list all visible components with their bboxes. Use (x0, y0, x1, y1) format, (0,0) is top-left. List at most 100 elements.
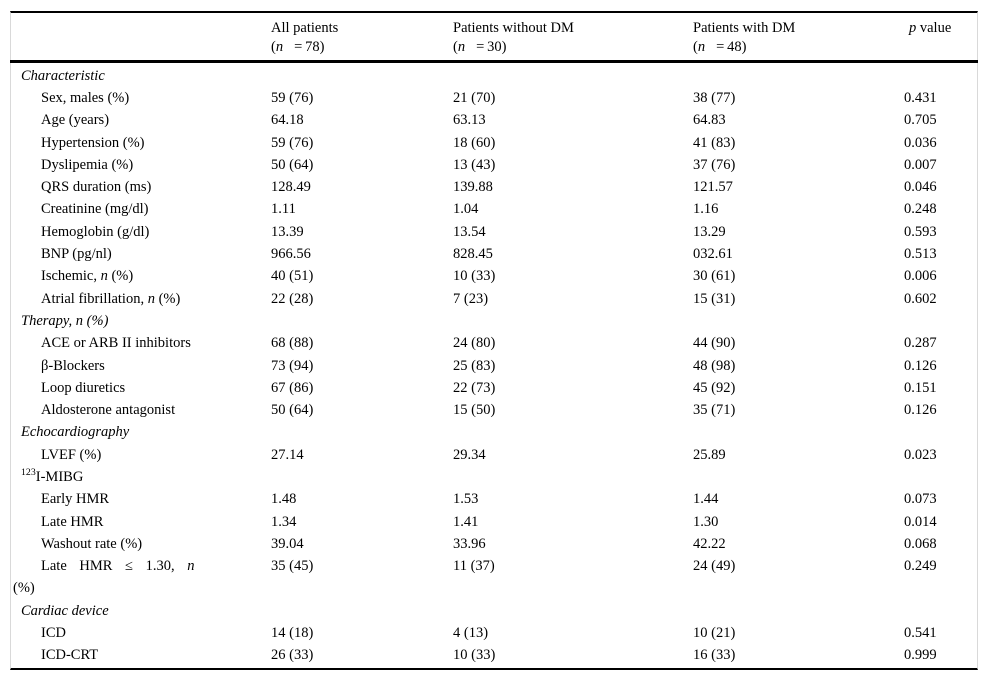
table-row: Therapy, n (%) (11, 310, 977, 332)
cell-all-patients: 13.39 (271, 223, 304, 240)
cell-with-dm: 15 (31) (693, 290, 736, 307)
cell-without-dm: 18 (60) (453, 134, 496, 151)
table-row: Late HMR 1.34 1.41 1.30 0.014 (11, 511, 977, 533)
patient-characteristics-table: All patients (n = 78) Patients without DM (n… (10, 11, 978, 670)
cell-without-dm: 139.88 (453, 179, 493, 196)
cell-without-dm: 7 (23) (453, 290, 489, 307)
cell-p-value: 0.287 (904, 335, 937, 352)
cell-all-patients: 22 (28) (271, 290, 314, 307)
table-row: Dyslipemia (%) 50 (64) 13 (43) 37 (76) 0.007 (11, 154, 977, 176)
row-label: ICD (41, 625, 66, 642)
cell-without-dm: 1.53 (453, 491, 479, 508)
cell-all-patients: 35 (45) (271, 558, 314, 575)
cell-p-value: 0.999 (904, 647, 937, 664)
isotope-superscript: 123 (21, 466, 36, 478)
table-row: QRS duration (ms) 128.49 139.88 121.57 0.046 (11, 176, 977, 198)
cell-with-dm: 38 (77) (693, 89, 736, 106)
column-header-all-patients: All patients (n = 78) (271, 19, 453, 66)
cell-p-value: 0.006 (904, 268, 937, 285)
cell-p-value: 0.126 (904, 402, 937, 419)
cell-without-dm: 13 (43) (453, 156, 496, 173)
table-row: Hemoglobin (g/dl) 13.39 13.54 13.29 0.593 (11, 221, 977, 243)
cell-all-patients: 67 (86) (271, 379, 314, 396)
table-row: (%) (11, 578, 977, 600)
cell-without-dm: 15 (50) (453, 402, 496, 419)
cell-all-patients: 27.14 (271, 446, 304, 463)
table-row: Early HMR 1.48 1.53 1.44 0.073 (11, 489, 977, 511)
cell-with-dm: 64.83 (693, 112, 726, 129)
row-label: ICD-CRT (41, 647, 99, 664)
row-label: Aldosterone antagonist (41, 402, 176, 419)
cell-p-value: 0.046 (904, 179, 937, 196)
row-label: β-Blockers (41, 357, 105, 374)
table-row: Echocardiography (11, 422, 977, 444)
row-label: LVEF (%) (41, 446, 102, 463)
cell-all-patients: 59 (76) (271, 89, 314, 106)
row-label: QRS duration (ms) (41, 179, 152, 196)
table-row: Creatinine (mg/dl) 1.11 1.04 1.16 0.248 (11, 199, 977, 221)
row-label: Echocardiography (21, 424, 130, 441)
cell-p-value: 0.023 (904, 446, 937, 463)
table-row: Washout rate (%) 39.04 33.96 42.22 0.068 (11, 533, 977, 555)
table-row: LVEF (%) 27.14 29.34 25.89 0.023 (11, 444, 977, 466)
cell-all-patients: 50 (64) (271, 156, 314, 173)
cell-without-dm: 21 (70) (453, 89, 496, 106)
row-label: Hypertension (%) (41, 134, 145, 151)
cell-p-value: 0.513 (904, 246, 937, 263)
cell-p-value: 0.431 (904, 89, 937, 106)
cell-p-value: 0.541 (904, 625, 937, 642)
cell-all-patients: 68 (88) (271, 335, 314, 352)
row-label: Age (years) (41, 112, 110, 129)
row-label: Creatinine (mg/dl) (41, 201, 149, 218)
row-label: Late HMR ≤ 1.30, n (41, 558, 195, 575)
cell-without-dm: 828.45 (453, 246, 493, 263)
row-label: Therapy, n (%) (21, 312, 109, 329)
table-row: Age (years) 64.18 63.13 64.83 0.705 (11, 110, 977, 132)
table-row: BNP (pg/nl) 966.56 828.45 032.61 0.513 (11, 243, 977, 265)
cell-without-dm: 13.54 (453, 223, 486, 240)
cell-with-dm: 1.30 (693, 513, 719, 530)
cell-without-dm: 63.13 (453, 112, 486, 129)
cell-without-dm: 1.04 (453, 201, 479, 218)
table-row: ICD 14 (18) 4 (13) 10 (21) 0.541 (11, 622, 977, 644)
cell-with-dm: 10 (21) (693, 625, 736, 642)
cell-without-dm: 10 (33) (453, 268, 496, 285)
cell-without-dm: 11 (37) (453, 558, 495, 575)
cell-without-dm: 33.96 (453, 535, 486, 552)
cell-p-value: 0.014 (904, 513, 937, 530)
cell-without-dm: 1.41 (453, 513, 479, 530)
cell-without-dm: 29.34 (453, 446, 486, 463)
table-row: 123I-MIBG (11, 466, 977, 488)
cell-p-value: 0.593 (904, 223, 937, 240)
cell-p-value: 0.007 (904, 156, 937, 173)
row-label: BNP (pg/nl) (41, 246, 112, 263)
cell-without-dm: 4 (13) (453, 625, 489, 642)
table-body: Characteristic Sex, males (%) 59 (76) 21 (7… (11, 65, 977, 667)
cell-p-value: 0.602 (904, 290, 937, 307)
row-label: 123I-MIBG (21, 466, 84, 485)
row-label: Sex, males (%) (41, 89, 130, 106)
table-row: Characteristic (11, 65, 977, 87)
cell-without-dm: 25 (83) (453, 357, 496, 374)
table-row: Hypertension (%) 59 (76) 18 (60) 41 (83) 0.0… (11, 132, 977, 154)
header-divider-rule (10, 60, 978, 63)
row-label: Atrial fibrillation, n (%) (41, 290, 181, 307)
cell-all-patients: 26 (33) (271, 647, 314, 664)
row-label: Hemoglobin (g/dl) (41, 223, 150, 240)
cell-p-value: 0.151 (904, 379, 937, 396)
table-row: Cardiac device (11, 600, 977, 622)
cell-all-patients: 1.34 (271, 513, 297, 530)
table-row: ICD-CRT 26 (33) 10 (33) 16 (33) 0.999 (11, 645, 977, 667)
cell-p-value: 0.249 (904, 558, 937, 575)
row-label: ACE or ARB II inhibitors (41, 335, 191, 352)
cell-all-patients: 128.49 (271, 179, 311, 196)
cell-with-dm: 13.29 (693, 223, 726, 240)
cell-with-dm: 121.57 (693, 179, 733, 196)
cell-without-dm: 22 (73) (453, 379, 496, 396)
table-row: Late HMR ≤ 1.30, n 35 (45) 11 (37) 24 (49) 0… (11, 556, 977, 578)
cell-all-patients: 966.56 (271, 246, 311, 263)
cell-all-patients: 59 (76) (271, 134, 314, 151)
row-label: Early HMR (41, 491, 110, 508)
column-header-with-dm: Patients with DM (n = 48) (693, 19, 901, 66)
cell-p-value: 0.036 (904, 134, 937, 151)
